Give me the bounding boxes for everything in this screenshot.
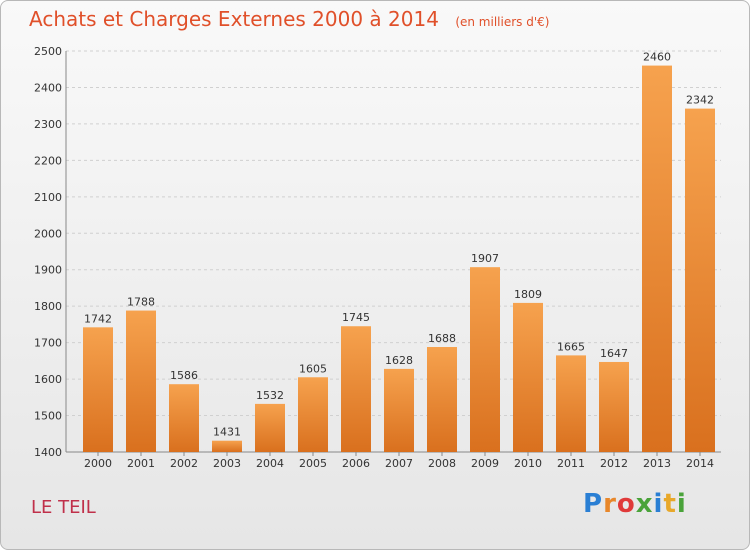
logo-letter: t bbox=[663, 489, 677, 519]
data-label: 1809 bbox=[514, 288, 542, 301]
bar-2000 bbox=[83, 327, 113, 452]
x-tick-label: 2001 bbox=[127, 457, 155, 470]
y-tick-label: 2000 bbox=[34, 227, 62, 240]
bar-2013 bbox=[642, 65, 672, 452]
y-tick-label: 2100 bbox=[34, 191, 62, 204]
x-tick-label: 2009 bbox=[471, 457, 499, 470]
bar-2012 bbox=[599, 361, 629, 452]
logo-letter: P bbox=[583, 489, 604, 519]
data-label: 1788 bbox=[127, 296, 155, 309]
data-label: 2342 bbox=[686, 94, 714, 107]
bar-layer bbox=[83, 65, 715, 453]
bar-2006 bbox=[341, 326, 371, 452]
bar-2009 bbox=[470, 267, 500, 452]
x-tick-label: 2014 bbox=[686, 457, 714, 470]
chart-title: Achats et Charges Externes 2000 à 2014 (… bbox=[29, 7, 549, 31]
bar-2007 bbox=[384, 368, 414, 452]
y-tick-label: 1500 bbox=[34, 410, 62, 423]
y-tick-label: 2400 bbox=[34, 81, 62, 94]
x-tick-label: 2002 bbox=[170, 457, 198, 470]
x-tick-label: 2008 bbox=[428, 457, 456, 470]
data-label: 2460 bbox=[643, 51, 671, 64]
logo-letter: i bbox=[653, 489, 664, 519]
data-label: 1742 bbox=[84, 312, 112, 325]
bar-2008 bbox=[427, 347, 457, 452]
x-tick-label: 2005 bbox=[299, 457, 327, 470]
bar-2004 bbox=[255, 403, 285, 452]
label-layer: 1742 1788 1586 1431 1532 1605 1745 1628 1688 1907… bbox=[84, 51, 714, 439]
y-tick-label: 1600 bbox=[34, 373, 62, 386]
chart-subtitle: (en milliers d'€) bbox=[455, 15, 550, 29]
bar-2002 bbox=[169, 384, 199, 452]
proxiti-logo[interactable]: Proxiti bbox=[583, 489, 687, 519]
logo-letter: r bbox=[603, 489, 617, 519]
x-tick-label: 2003 bbox=[213, 457, 241, 470]
bar-2014 bbox=[685, 108, 715, 453]
data-label: 1431 bbox=[213, 426, 241, 439]
x-tick-label: 2011 bbox=[557, 457, 585, 470]
chart-title-text: Achats et Charges Externes 2000 à 2014 bbox=[29, 7, 439, 31]
logo-letter: i bbox=[676, 489, 687, 519]
y-tick-label: 1900 bbox=[34, 264, 62, 277]
y-tick-label: 2200 bbox=[34, 154, 62, 167]
data-label: 1907 bbox=[471, 252, 499, 265]
bar-2005 bbox=[298, 377, 328, 452]
y-tick-label: 2300 bbox=[34, 118, 62, 131]
data-label: 1628 bbox=[385, 354, 413, 367]
bar-2001 bbox=[126, 310, 156, 452]
data-label: 1647 bbox=[600, 347, 628, 360]
bar-2003 bbox=[212, 440, 242, 452]
y-tick-label: 1800 bbox=[34, 300, 62, 313]
data-label: 1665 bbox=[557, 340, 585, 353]
data-label: 1688 bbox=[428, 332, 456, 345]
data-label: 1532 bbox=[256, 389, 284, 402]
data-label: 1745 bbox=[342, 311, 370, 324]
y-tick-label: 2500 bbox=[34, 45, 62, 58]
data-label: 1605 bbox=[299, 362, 327, 375]
city-name: LE TEIL bbox=[31, 497, 96, 518]
logo-letter: o bbox=[616, 489, 636, 519]
x-tick-label: 2010 bbox=[514, 457, 542, 470]
x-tick-label: 2007 bbox=[385, 457, 413, 470]
x-tick-label: 2013 bbox=[643, 457, 671, 470]
data-label: 1586 bbox=[170, 369, 198, 382]
x-tick-label: 2012 bbox=[600, 457, 628, 470]
logo-letter: x bbox=[635, 489, 654, 519]
bar-2011 bbox=[556, 355, 586, 452]
bar-2010 bbox=[513, 302, 543, 452]
y-tick-label: 1400 bbox=[34, 446, 62, 459]
x-tick-label: 2004 bbox=[256, 457, 284, 470]
x-tick-label: 2000 bbox=[84, 457, 112, 470]
y-tick-label: 1700 bbox=[34, 337, 62, 350]
x-tick-label: 2006 bbox=[342, 457, 370, 470]
